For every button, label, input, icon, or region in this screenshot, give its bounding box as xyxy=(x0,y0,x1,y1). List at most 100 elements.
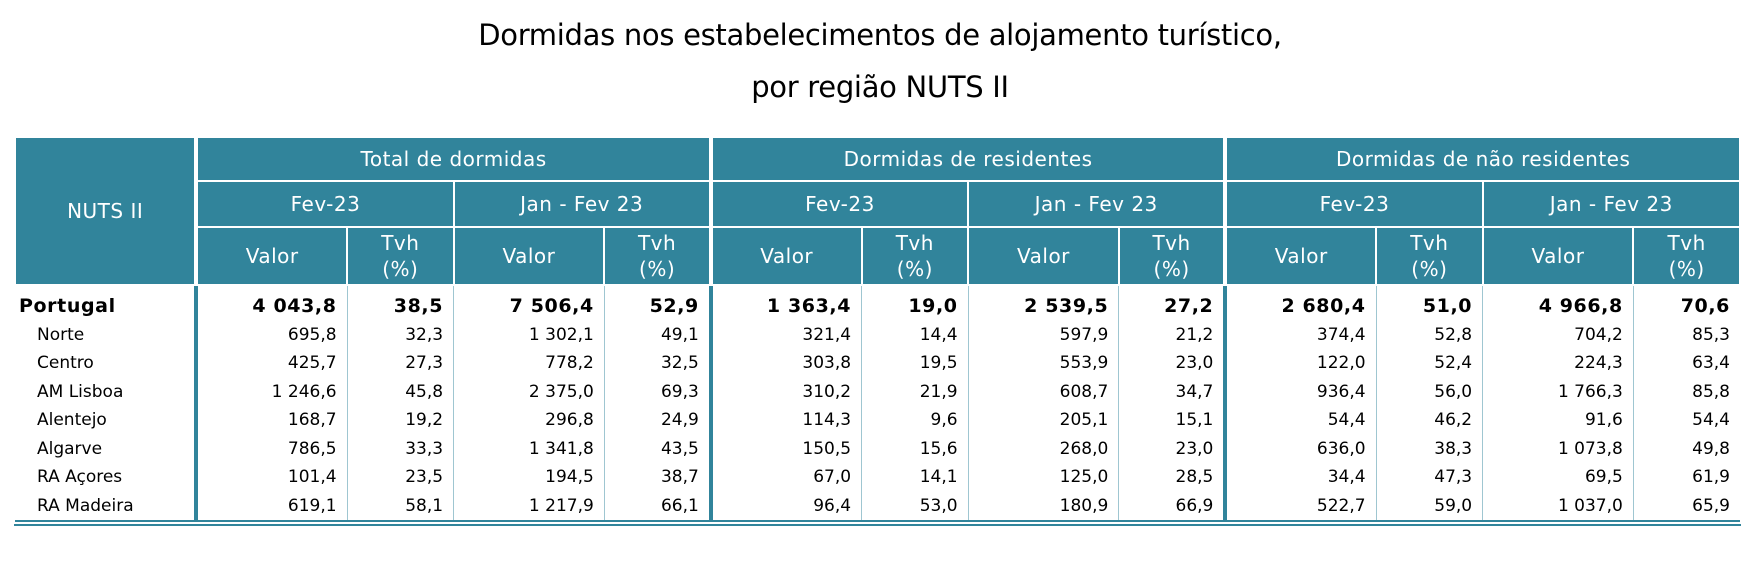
valor-cell: 636,0 xyxy=(1223,434,1377,463)
group-header-nao-residentes: Dormidas de não residentes xyxy=(1223,136,1741,182)
valor-cell: 303,8 xyxy=(708,349,862,378)
valor-cell: 96,4 xyxy=(708,491,862,522)
tvh-cell: 52,9 xyxy=(603,285,711,321)
valor-cell: 101,4 xyxy=(194,463,348,492)
valor-cell: 1 341,8 xyxy=(453,434,605,463)
tvh-cell: 46,2 xyxy=(1375,406,1483,435)
tvh-cell: 49,1 xyxy=(603,320,711,349)
group-header-total: Total de dormidas xyxy=(194,136,712,182)
valor-cell: 522,7 xyxy=(1223,491,1377,522)
region-name: RA Açores xyxy=(37,467,123,488)
tvh-cell: 38,3 xyxy=(1375,434,1483,463)
tvh-cell: 15,6 xyxy=(861,434,969,463)
valor-header: Valor xyxy=(1223,226,1378,286)
tvh-header: Tvh (%) xyxy=(1375,226,1484,286)
valor-cell: 2 375,0 xyxy=(453,377,605,406)
valor-cell: 224,3 xyxy=(1482,349,1634,378)
region-name: RA Madeira xyxy=(15,491,197,522)
tvh-label: Tvh xyxy=(381,231,420,255)
tvh-cell: 53,0 xyxy=(861,491,969,522)
tvh-cell: 32,3 xyxy=(346,320,454,349)
region-name: Norte xyxy=(37,324,85,345)
region-name: Alentejo xyxy=(37,410,107,431)
tvh-unit: (%) xyxy=(1153,257,1190,281)
tvh-cell: 85,3 xyxy=(1632,320,1740,349)
valor-cell: 7 506,4 xyxy=(453,285,605,321)
tvh-cell: 85,8 xyxy=(1632,377,1740,406)
tvh-header: Tvh (%) xyxy=(1632,226,1741,286)
tvh-cell: 32,5 xyxy=(603,349,711,378)
tvh-cell: 66,1 xyxy=(603,491,711,522)
valor-cell: 695,8 xyxy=(194,320,348,349)
period-header: Jan - Fev 23 xyxy=(967,180,1227,228)
tvh-cell: 33,3 xyxy=(346,434,454,463)
tvh-cell: 43,5 xyxy=(603,434,711,463)
region-name: Algarve xyxy=(37,438,103,459)
table-row: RA Madeira 619,1 58,1 1 217,9 66,1 96,4 53,0 18… xyxy=(15,491,1740,522)
tvh-cell: 23,0 xyxy=(1118,349,1226,378)
bottom-rule xyxy=(14,524,1741,526)
tvh-cell: 65,9 xyxy=(1632,491,1740,522)
valor-cell: 4 966,8 xyxy=(1482,285,1634,321)
dormidas-table: NUTS II Total de dormidas Dormidas de re… xyxy=(13,136,1742,522)
valor-cell: 704,2 xyxy=(1482,320,1634,349)
valor-cell: 125,0 xyxy=(967,463,1119,492)
tvh-cell: 27,2 xyxy=(1118,285,1226,321)
tvh-cell: 54,4 xyxy=(1632,406,1740,435)
valor-header: Valor xyxy=(452,226,606,286)
valor-cell: 150,5 xyxy=(708,434,862,463)
valor-cell: 54,4 xyxy=(1223,406,1377,435)
valor-cell: 1 037,0 xyxy=(1482,491,1634,522)
tvh-cell: 21,9 xyxy=(861,377,969,406)
group-header-residentes: Dormidas de residentes xyxy=(708,136,1227,182)
valor-header: Valor xyxy=(967,226,1120,286)
valor-cell: 321,4 xyxy=(708,320,862,349)
valor-cell: 1 766,3 xyxy=(1482,377,1634,406)
tvh-cell: 27,3 xyxy=(346,349,454,378)
tvh-label: Tvh xyxy=(1667,231,1706,255)
valor-cell: 1 217,9 xyxy=(453,491,605,522)
tvh-cell: 52,8 xyxy=(1375,320,1483,349)
tvh-cell: 19,2 xyxy=(346,406,454,435)
tvh-cell: 49,8 xyxy=(1632,434,1740,463)
valor-cell: 1 302,1 xyxy=(453,320,605,349)
tvh-cell: 52,4 xyxy=(1375,349,1483,378)
valor-cell: 268,0 xyxy=(967,434,1119,463)
valor-cell: 310,2 xyxy=(708,377,862,406)
tvh-header: Tvh (%) xyxy=(603,226,712,286)
tvh-cell: 59,0 xyxy=(1375,491,1483,522)
tvh-cell: 38,7 xyxy=(603,463,711,492)
tvh-label: Tvh xyxy=(637,231,677,255)
period-header: Fev-23 xyxy=(708,180,970,228)
tvh-cell: 14,4 xyxy=(861,320,969,349)
tvh-header: Tvh (%) xyxy=(346,226,455,286)
valor-header: Valor xyxy=(1481,226,1635,286)
tvh-cell: 69,3 xyxy=(603,377,711,406)
valor-cell: 168,7 xyxy=(194,406,348,435)
valor-cell: 1 363,4 xyxy=(708,285,862,321)
valor-cell: 553,9 xyxy=(967,349,1119,378)
valor-cell: 114,3 xyxy=(708,406,862,435)
valor-cell: 2 680,4 xyxy=(1223,285,1377,321)
valor-cell: 936,4 xyxy=(1223,377,1377,406)
period-header: Jan - Fev 23 xyxy=(1481,180,1742,228)
tvh-cell: 34,7 xyxy=(1118,377,1226,406)
table-body: Portugal 4 043,8 38,5 7 506,4 52,9 1 363,4 19,… xyxy=(15,285,1740,522)
valor-cell: 194,5 xyxy=(453,463,605,492)
valor-cell: 786,5 xyxy=(194,434,348,463)
period-header: Fev-23 xyxy=(194,180,455,228)
valor-cell: 619,1 xyxy=(194,491,348,522)
subheader-row: Valor Tvh (%) Valor Tvh (%) Valor Tvh (%) Valor Tv… xyxy=(15,226,1741,286)
tvh-label: Tvh xyxy=(1152,231,1191,255)
table-row: Alentejo 168,7 19,2 296,8 24,9 114,3 9,6 205,1 1… xyxy=(15,406,1740,435)
tvh-unit: (%) xyxy=(1668,257,1705,281)
table-row: RA Açores 101,4 23,5 194,5 38,7 67,0 14,1 125,0… xyxy=(15,463,1740,492)
table-row: AM Lisboa 1 246,6 45,8 2 375,0 69,3 310,2 21,9… xyxy=(15,377,1740,406)
valor-cell: 374,4 xyxy=(1223,320,1377,349)
valor-cell: 180,9 xyxy=(967,491,1119,522)
tvh-label: Tvh xyxy=(895,231,934,255)
valor-cell: 4 043,8 xyxy=(194,285,348,321)
valor-cell: 1 073,8 xyxy=(1482,434,1634,463)
tvh-cell: 19,0 xyxy=(861,285,969,321)
valor-header: Valor xyxy=(708,226,863,286)
